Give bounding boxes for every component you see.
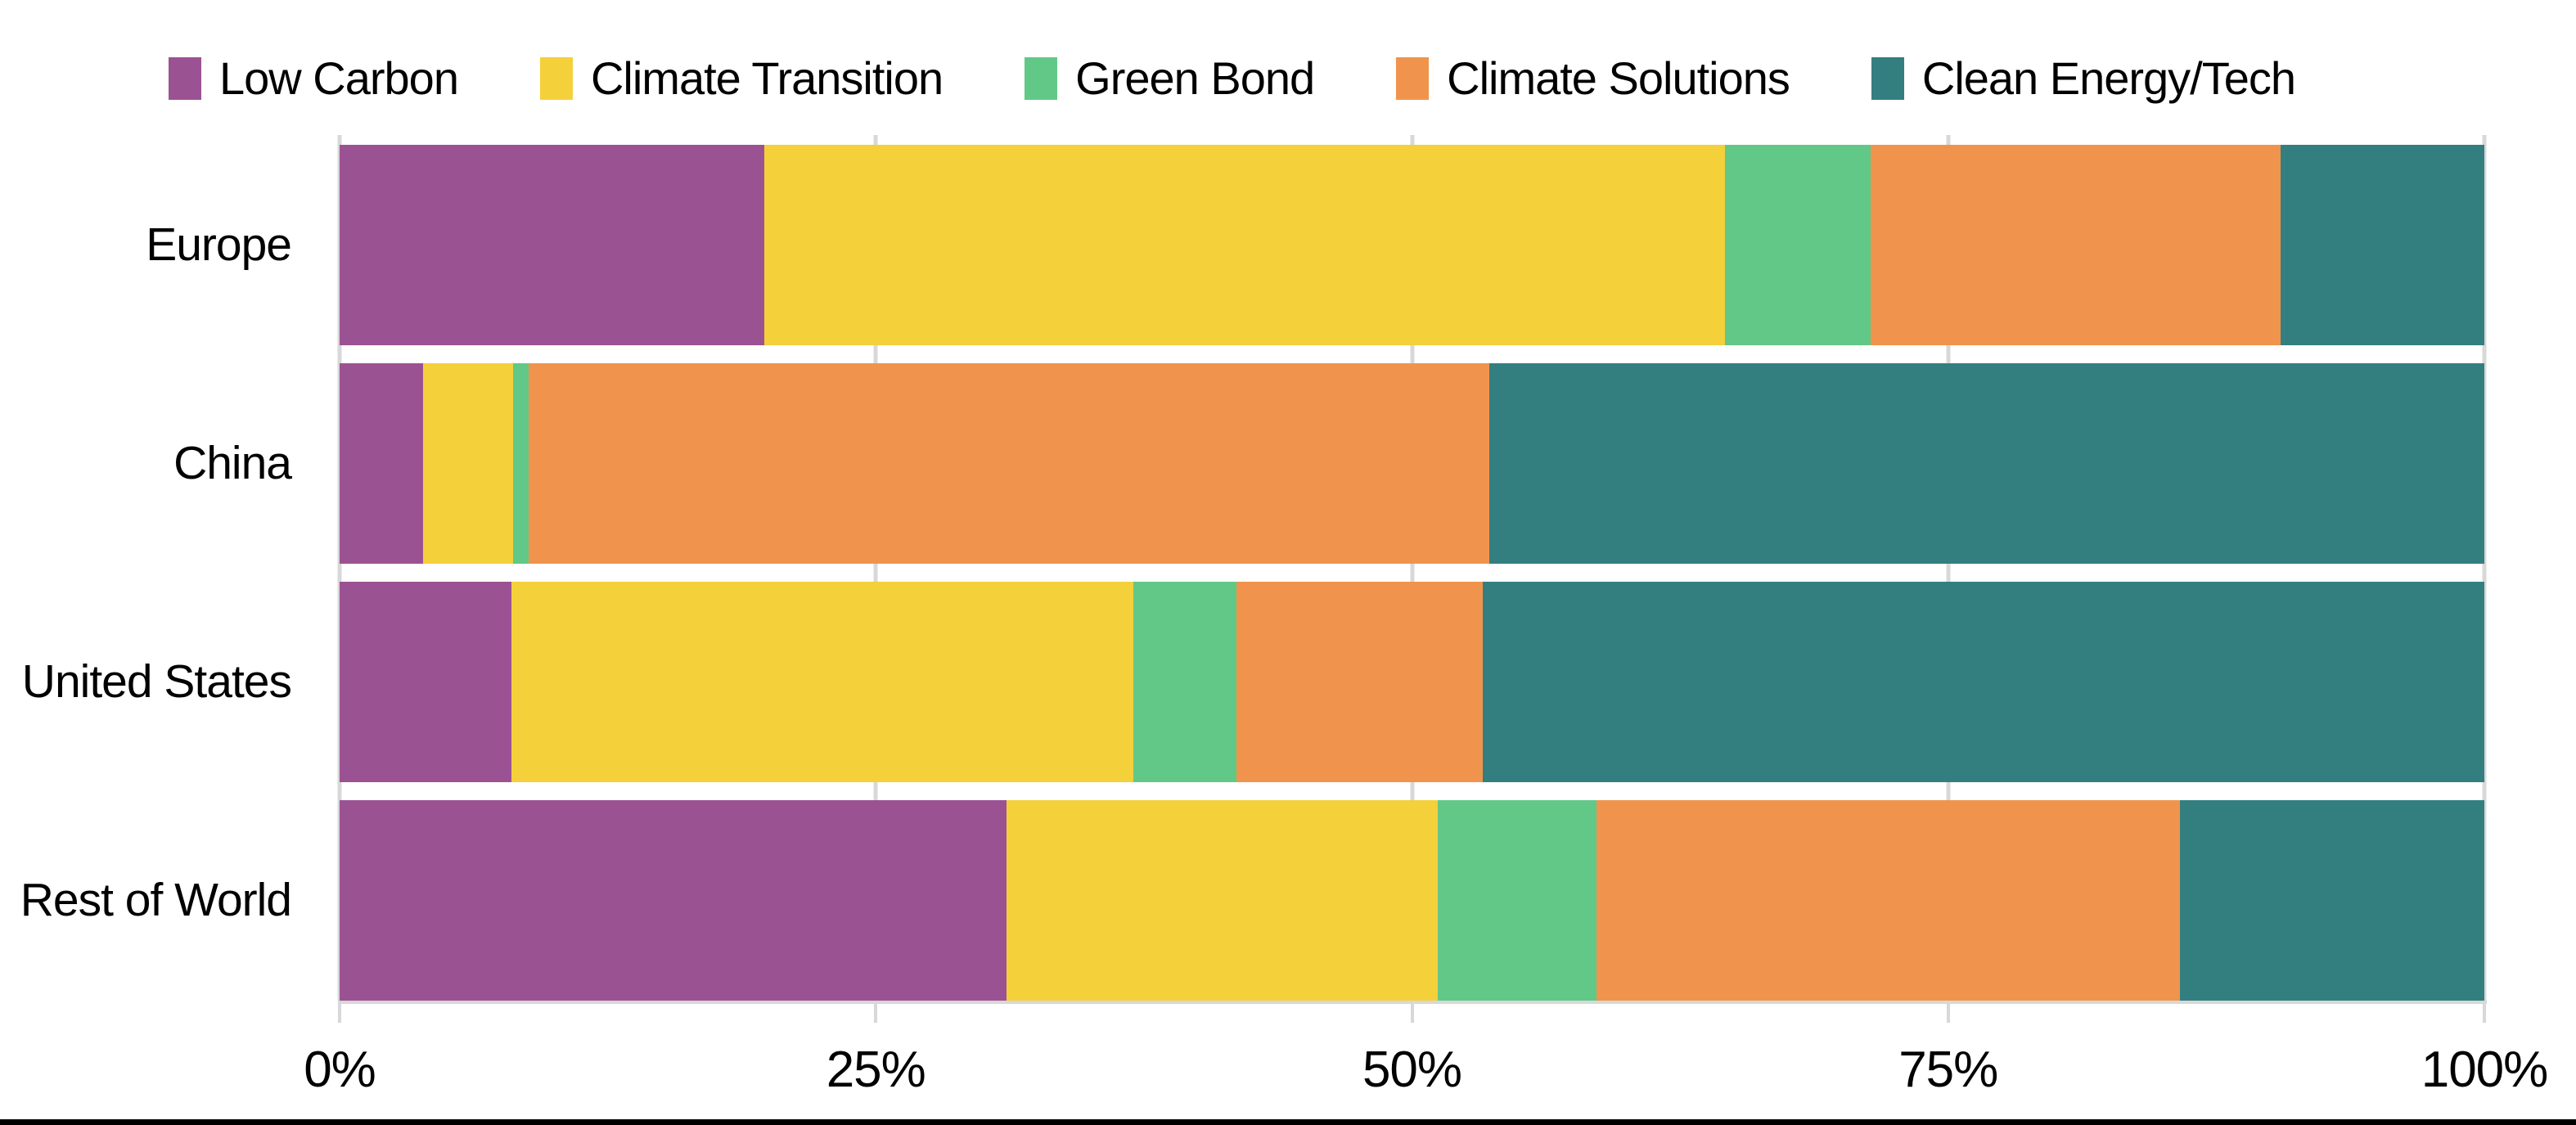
legend-label: Climate Solutions: [1447, 52, 1790, 104]
bar-segment-europe-clean-energy-tech: [2280, 145, 2484, 345]
legend-swatch-icon: [1871, 57, 1904, 100]
legend-swatch-icon: [1396, 57, 1430, 100]
bar-segment-united-states-green-bond: [1133, 582, 1236, 782]
bar-segment-united-states-low-carbon: [340, 582, 511, 782]
bar-segment-europe-climate-transition: [763, 145, 1726, 345]
bar-row-china: [340, 363, 2484, 564]
axis-tick-25: [874, 1001, 878, 1023]
bar-segment-china-low-carbon: [340, 363, 424, 564]
bar-row-united-states: [340, 582, 2484, 782]
legend-swatch-icon: [539, 57, 573, 100]
bar-row-europe: [340, 145, 2484, 345]
bar-segment-china-climate-solutions: [528, 363, 1489, 564]
gridline-100: [2482, 135, 2487, 1001]
legend-item-climate-solutions: Climate Solutions: [1396, 56, 1790, 101]
screenshot-bottom-edge: [0, 1119, 2576, 1125]
bar-segment-rest-of-world-green-bond: [1437, 800, 1596, 1001]
legend-item-green-bond: Green Bond: [1025, 52, 1315, 104]
bar-row-rest-of-world: [340, 800, 2484, 1001]
tick-label-75: 75%: [1898, 1042, 1998, 1098]
gridline-50: [1410, 135, 1414, 1001]
axis-tick-75: [1946, 1001, 1950, 1023]
bar-segment-united-states-clean-energy-tech: [1482, 582, 2484, 782]
tick-label-100: 100%: [2421, 1042, 2549, 1098]
bar-segment-rest-of-world-climate-transition: [1007, 800, 1438, 1001]
category-label-rest-of-world: Rest of World: [20, 874, 292, 926]
bar-segment-united-states-climate-solutions: [1236, 582, 1483, 782]
bar-segment-rest-of-world-climate-solutions: [1596, 800, 2180, 1001]
legend-label: Climate Transition: [590, 52, 943, 104]
plot-area: [337, 135, 2487, 1001]
legend-swatch-icon: [169, 57, 201, 100]
legend-item-climate-transition: Climate Transition: [539, 52, 943, 104]
legend-swatch-icon: [1025, 57, 1058, 100]
chart-legend: Low Carbon Climate Transition Green Bond Cl…: [169, 46, 2296, 111]
legend-label: Low Carbon: [219, 52, 459, 104]
bar-segment-china-climate-transition: [423, 363, 514, 564]
bar-segment-rest-of-world-low-carbon: [340, 800, 1007, 1001]
bar-segment-europe-low-carbon: [340, 145, 764, 345]
tick-label-50: 50%: [1362, 1042, 1462, 1098]
legend-label: Clean Energy/Tech: [1921, 52, 2296, 104]
axis-tick-100: [2483, 1001, 2486, 1023]
axis-tick-0: [338, 1001, 341, 1023]
bar-segment-europe-climate-solutions: [1871, 145, 2281, 345]
legend-item-low-carbon: Low Carbon: [169, 52, 459, 104]
legend-label: Green Bond: [1075, 52, 1315, 104]
gridline-0: [337, 135, 342, 1001]
category-label-europe: Europe: [146, 218, 292, 271]
bar-segment-china-clean-energy-tech: [1488, 363, 2484, 564]
category-label-united-states: United States: [21, 655, 292, 708]
bar-segment-china-green-bond: [513, 363, 529, 564]
gridline-25: [873, 135, 878, 1001]
tick-label-0: 0%: [304, 1042, 376, 1098]
bar-segment-europe-green-bond: [1725, 145, 1871, 345]
gridline-75: [1946, 135, 1951, 1001]
bar-segment-rest-of-world-clean-energy-tech: [2179, 800, 2484, 1001]
axis-tick-50: [1410, 1001, 1414, 1023]
bar-segment-united-states-climate-transition: [511, 582, 1133, 782]
category-label-china: China: [173, 437, 292, 489]
tick-label-25: 25%: [826, 1042, 926, 1098]
legend-item-clean-energy-tech: Clean Energy/Tech: [1871, 52, 2296, 104]
